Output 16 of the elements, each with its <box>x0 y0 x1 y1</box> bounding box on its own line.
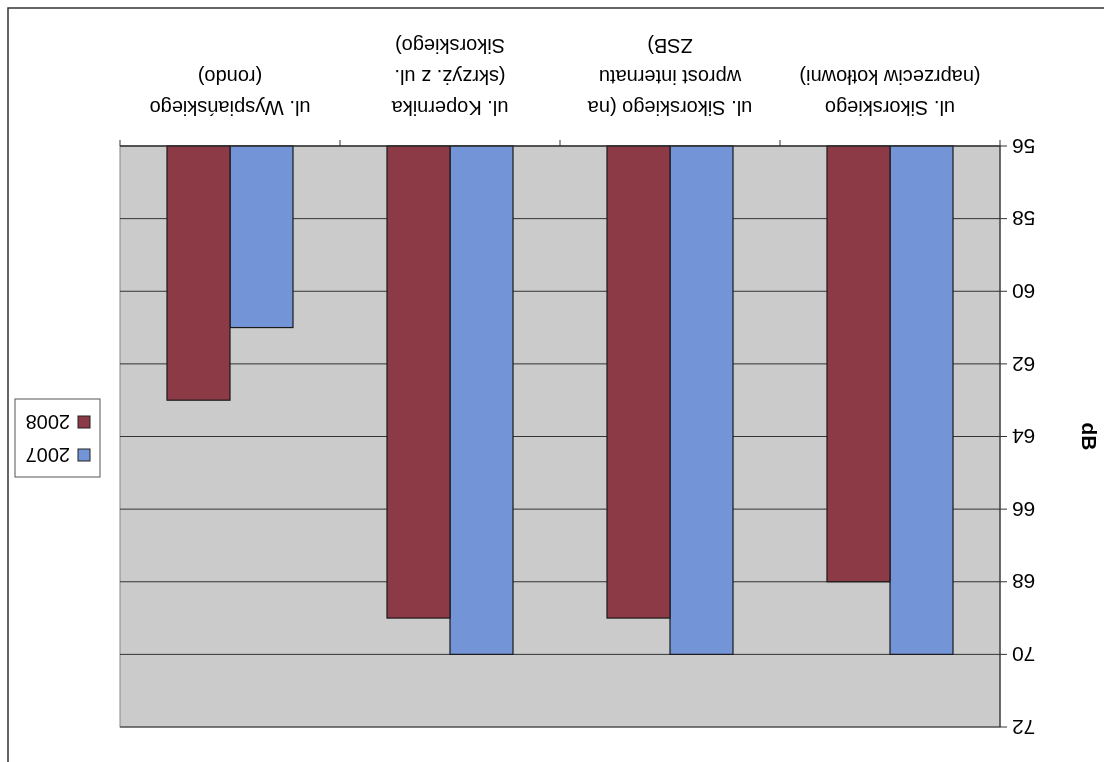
x-tick-label: ul. Wyspiańskiego (rondo) <box>149 66 311 119</box>
y-tick-label: 58 <box>1012 207 1036 231</box>
legend-label: 2008 <box>25 411 70 433</box>
y-tick-label: 62 <box>1012 352 1036 376</box>
legend-label: 2007 <box>25 444 70 466</box>
y-tick-label: 56 <box>1012 134 1036 158</box>
x-tick-label: ul. Kopernika (skrzyż. z ul. Sikorskiego) <box>390 35 509 119</box>
y-tick-label: 68 <box>1012 570 1036 594</box>
x-tick-label: ul. Sikorskiego (na wprost internatu ZSB) <box>586 35 753 119</box>
y-tick-label: 72 <box>1012 715 1036 739</box>
y-tick-label: 66 <box>1012 497 1036 521</box>
y-axis-title: dB <box>1078 422 1101 451</box>
y-tick-label: 70 <box>1012 643 1036 667</box>
x-tick-label: ul. Sikorskiego (naprzeciw kotłowni) <box>799 66 981 119</box>
y-tick-label: 60 <box>1012 279 1036 303</box>
y-tick-label: 64 <box>1011 425 1036 449</box>
